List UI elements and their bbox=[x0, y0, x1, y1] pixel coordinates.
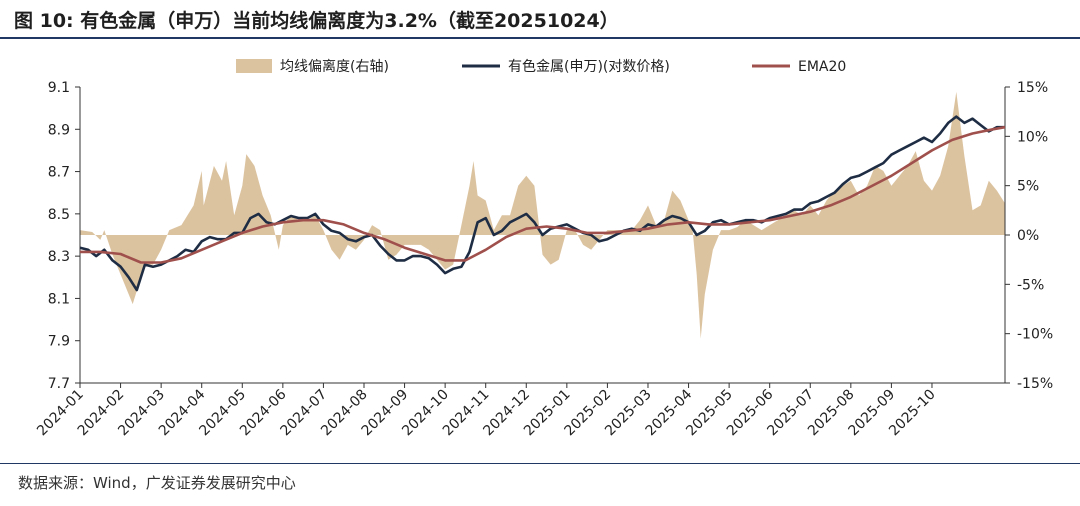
chart-svg: 7.7 7.9 8.1 8.3 8.5 8.7 8.9 9.1 -15% -10% -5% 0% 5% 1… bbox=[34, 58, 1053, 439]
left-tick-label: 8.5 bbox=[48, 207, 70, 223]
legend-label-index: 有色金属(申万)(对数价格) bbox=[508, 58, 670, 75]
footer-divider bbox=[0, 463, 1080, 464]
source-note: 数据来源：Wind，广发证券发展研究中心 bbox=[18, 474, 296, 492]
right-tick-label: 0% bbox=[1017, 228, 1039, 244]
left-tick-label: 9.1 bbox=[48, 80, 70, 96]
left-tick-label: 7.7 bbox=[48, 376, 70, 392]
deviation-area bbox=[80, 91, 1005, 339]
right-tick-label: -15% bbox=[1017, 376, 1053, 392]
chart-title: 图 10: 有色金属（申万）当前均线偏离度为3.2%（截至20251024） bbox=[14, 10, 619, 32]
title-divider bbox=[0, 37, 1080, 39]
left-tick-label: 8.1 bbox=[48, 291, 70, 307]
index-line bbox=[79, 115, 1005, 292]
left-tick-label: 8.3 bbox=[48, 249, 70, 265]
left-tick-label: 8.7 bbox=[48, 165, 70, 181]
legend-swatch-deviation bbox=[236, 59, 272, 73]
right-tick-label: -5% bbox=[1017, 277, 1044, 293]
left-tick-label: 8.9 bbox=[48, 122, 70, 138]
legend-label-ema: EMA20 bbox=[798, 59, 846, 75]
right-tick-label: 10% bbox=[1017, 129, 1048, 145]
title-bar: 图 10: 有色金属（申万）当前均线偏离度为3.2%（截至20251024） bbox=[0, 0, 1080, 39]
right-tick-label: -10% bbox=[1017, 327, 1053, 343]
right-tick-label: 15% bbox=[1017, 80, 1048, 96]
legend: 均线偏离度(右轴) 有色金属(申万)(对数价格) EMA20 bbox=[236, 58, 846, 75]
ema20-line bbox=[80, 125, 1006, 264]
left-tick-label: 7.9 bbox=[48, 334, 70, 350]
right-tick-label: 5% bbox=[1017, 179, 1039, 195]
legend-label-deviation: 均线偏离度(右轴) bbox=[280, 58, 389, 75]
chart-area: 7.7 7.9 8.1 8.3 8.5 8.7 8.9 9.1 -15% -10% -5% 0% 5% 1… bbox=[0, 40, 1080, 460]
